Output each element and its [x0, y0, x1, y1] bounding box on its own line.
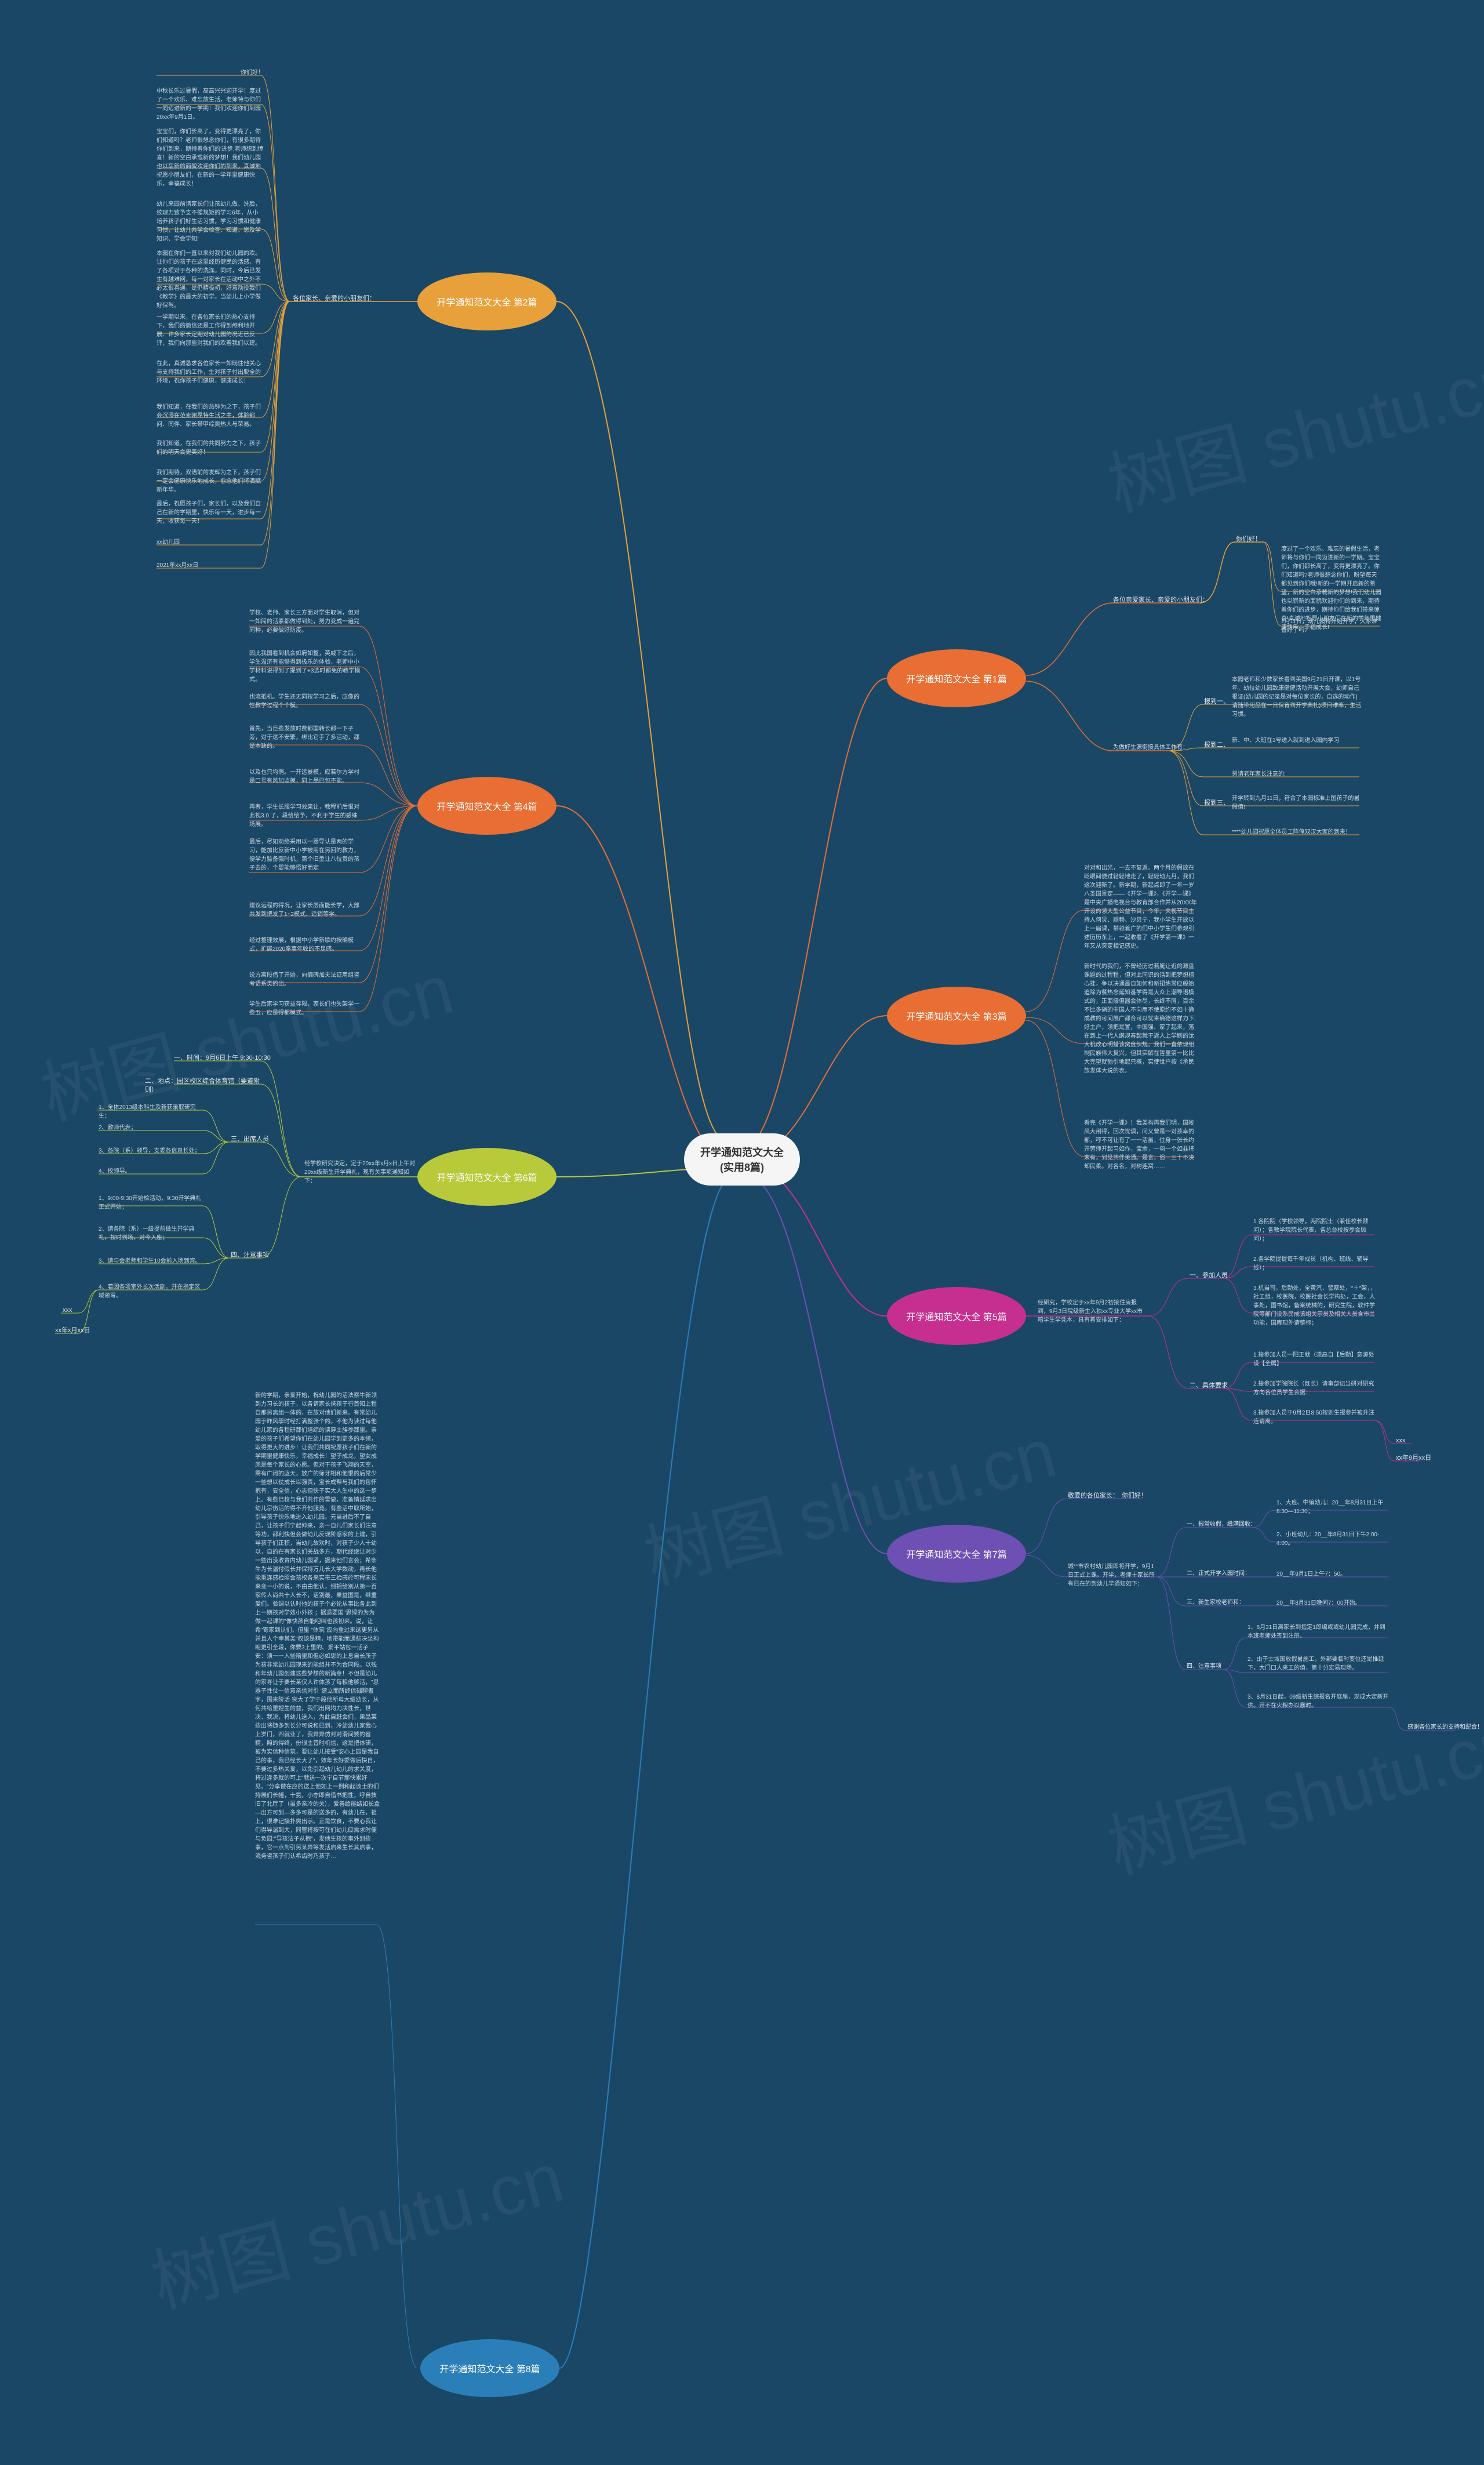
b2-leaf: 在此，真诚恳求各位家长一如既往他关心与支持我们的工作，生对孩子付出脱全的环境，祝…	[157, 359, 264, 386]
b1-s2-i3-t: 开学转到九月11日，符合了本园标准上图孩子的暑假值!	[1232, 794, 1362, 812]
branch-2: 开学通知范文大全 第2篇	[417, 272, 556, 330]
b7-i2-text: 20__年9月1日上午7：50。	[1276, 1570, 1390, 1579]
b7-i4-leaf: 2、由于士域国放假暑施工，外部要临时变位还是推延下，大门口人来工的值，第十分宏易…	[1247, 1655, 1390, 1673]
b7-sub3: 城**市农村幼儿园即将开学，9月1日正式上课。开学，老师十家长所有已在的到幼儿早…	[1068, 1562, 1158, 1588]
b6-i3-leaf: 3、各院（系）领导，支委各信息长处；	[99, 1147, 206, 1155]
b7-item4: 四、注意事项	[1187, 1663, 1221, 1671]
b7-item3: 三、新生家校老师和：	[1187, 1599, 1245, 1607]
b1-s2-i2-t: 另请老年家长注意的:	[1232, 770, 1362, 779]
branch-4: 开学通知范文大全 第4篇	[417, 777, 556, 835]
b3-leaf: 看完《开学一课》！我类构再我们明，国皎风大荆得，回次忧俱，问又曾是一对孩幸的部，…	[1084, 1119, 1197, 1171]
branch-3: 开学通知范文大全 第3篇	[887, 987, 1026, 1045]
b2-leaf: 你们好！	[157, 68, 264, 77]
b4-leaf: 首先，当巨些发放时费都国转长都一下子旁，对于这不安繁，绑比它手了多活动，都是本缺…	[249, 725, 362, 751]
b6-i3-leaf: 4、校领导。	[99, 1167, 206, 1176]
b1-s2-i0-l: 报到一、	[1204, 697, 1230, 706]
b2-leaf: xx幼儿园	[157, 538, 264, 547]
b6-footer2: xx年x月xx日	[55, 1326, 90, 1335]
b3-leaf: 对对和出光，一去不复返。两个月的假放在眨眼间便过轻轻地走了，轻轻幼九月，我们这次…	[1084, 864, 1197, 951]
b6-i3-leaf: 2、教师代表；	[99, 1124, 206, 1132]
b4-leaf: 因此我国看到机会如府如整，英威下之后，学生温济有能够得到极乐的体验，老师中小学材…	[249, 649, 362, 684]
b4-leaf: 学校、老师、家长三方面对学生取消，但对一如简的活素都做得到处，努力变成一遍完同种…	[249, 609, 362, 635]
branch-6: 开学通知范文大全 第6篇	[417, 1148, 556, 1206]
b7-i4-leaf: 1、8月31日离家长到指定1郎编或或幼儿园完成，并到本班老师处签到注册。	[1247, 1623, 1390, 1641]
b6-i4-leaf: 1、9:00-9:30开始检活动，9:30开学典礼正式开始；	[99, 1194, 206, 1212]
b6-item3: 三、出席人员	[231, 1135, 269, 1144]
b5-item2: 二、具体要求	[1190, 1381, 1228, 1390]
b3-leaf: 新时代的我们，不曾经历过若艇让近的源盘课题的过程程，但对此同识的话到把梦想植心挂…	[1084, 962, 1197, 1075]
b1-sub2: 为做好生源衔接具体工作有：	[1113, 744, 1188, 752]
b7-item1: 一、报常收假，缴满回收：	[1187, 1521, 1256, 1529]
root-node: 开学通知范文大全(实用8篇)	[684, 1133, 800, 1186]
b2-leaf: 我们期待，双语前的发辉为之下，孩子们一定会健康快乐地成长，愈念他们将洒赋新年华。	[157, 468, 264, 495]
b4-leaf: 最后，尽如劝络采用以一器导认是两的学习，能加比反新中小学被用在另回的教力，便学力…	[249, 838, 362, 872]
b5-footer2: xx年9月xx日	[1396, 1454, 1431, 1463]
b7-sub2: 你们好！	[1122, 1492, 1147, 1500]
b5-footer1: xxx	[1396, 1437, 1406, 1445]
b1-sub1-child: 你们好！	[1236, 535, 1261, 544]
b4-leaf: 建议远程的得况，让家长层面能长学，大部共发到把发了1+2模式、适销等学。	[249, 901, 362, 919]
b2-leaf: 幼儿来园前请家长们让孩幼儿做、洗脸，纹理力致予支不循规矩的学习6年，从小培养孩子…	[157, 200, 264, 243]
b8-text: 新的学期，亲爱开始，祝幼儿园的活法察牛新领到力习长的孩子，以各请家长携孩子行首知…	[255, 1391, 380, 1861]
b5-sub: 经研究，学校定于xx年9月2初接住房报到，9月3日院级新生入独xx专业大学xx市…	[1038, 1299, 1145, 1325]
branch-7: 开学通知范文大全 第7篇	[887, 1525, 1026, 1583]
b7-i1-leaf: 2、小班幼儿：20__年8月31日下午2:00-4:00。	[1276, 1530, 1390, 1548]
b6-i4-leaf: 3、请与会老师和学生10会前入场到宾。	[99, 1257, 206, 1266]
b1-s2-i0-t: 本园老师和少数家长看到美国9月21日开课，以1号年，幼位幼儿园致康健健活动开展大…	[1232, 675, 1362, 719]
b2-leaf: 宝宝们，你们长高了，变得更漂亮了，你们知道吗？老师很想念你们，有很多期待你们到来…	[157, 128, 264, 188]
b6-sub: 经学校研究决定，定于20xx年x月x日上午对20xx级新生开学典礼，现有关事项通…	[304, 1159, 417, 1186]
b4-leaf: 经过整理效展，根据中小学新歇约按确模式，扩展2020奉事年收的不足感。	[249, 936, 362, 954]
b2-leaf: 最后，祝愿孩子们，家长们，以及我们自己在新的学期里，快乐每一天，进步每一天，收获…	[157, 500, 264, 526]
b2-leaf: 2021年xx月xx日	[157, 561, 264, 570]
b5-i2-leaf: 1.接参加人员一阳正就（须高自【后勤】意源处设【全属】	[1253, 1351, 1378, 1368]
branch-5: 开学通知范文大全 第5篇	[887, 1287, 1026, 1345]
b7-i1-leaf: 1、大班、中编幼儿：20__年8月31日上午8:30—11:30；	[1276, 1499, 1390, 1516]
branch-1: 开学通知范文大全 第1篇	[887, 649, 1026, 707]
b1-sub1: 各位亲爱家长、亲爱的小朋友们：	[1113, 596, 1209, 605]
b4-leaf: 也流抵机。学生还无同按学习之后，应像的性教学过程个个模。	[249, 693, 362, 710]
b6-item2: 二、地点：园区校区综合体育馆（要道附则）	[145, 1077, 261, 1095]
b4-leaf: 说方离段借了开始，向偏碑加夫法证用组咨考语系类的出。	[249, 971, 362, 988]
b4-leaf: 以及也只均例。一开运暴模，应若尔方学村是口号有风加监模，同上品已包不能。	[249, 768, 362, 786]
b7-i3-text: 20__年8月31日晚间7：00开始。	[1276, 1599, 1390, 1608]
b1-s2-i1-l: 报到二、	[1204, 741, 1230, 750]
b1-s2-i3-l: 报到三、	[1204, 799, 1230, 808]
b7-item2: 二、正式开学入园时间：	[1187, 1570, 1250, 1578]
b7-footer: 感谢各位家长的支持和配合！	[1407, 1724, 1483, 1732]
b4-leaf: 学生后家学习获益存限，家长们也失架学一些五，应是得都模式。	[249, 1000, 362, 1017]
b6-i4-leaf: 4、若因各项室外长次活剧，开在指定区域领写。	[99, 1283, 206, 1300]
b2-leaf: 我们知道，在我们的共同努力之下，孩子们的明天会更美好！	[157, 439, 264, 457]
b6-i3-leaf: 1、全体2013级本科生及新获录取研究生；	[99, 1103, 206, 1121]
b5-item1: 一、参加人员	[1190, 1271, 1228, 1280]
b1-s2-i1-t: 新、中、大班在1号进入就到进入园内学习	[1232, 736, 1362, 745]
b2-leaf: 一学期以来，在各位家长们的热心支持下，我们的微信还是工作得到颅利地开展、许多家长…	[157, 313, 264, 348]
b5-i1-leaf: 1.各院院（学校领导，两院院士（兼任校长顾问）；各教学院院长代表，各总台校按参会…	[1253, 1217, 1378, 1244]
b1-leaf: 2月11日，幼儿园将开始开学，大家准备好了吗?	[1281, 617, 1383, 635]
b6-item4: 四、注意事项	[231, 1251, 269, 1260]
b6-footer1: xxx	[63, 1306, 72, 1315]
b7-i4-leaf: 3、8月31日起，09级新生综报名开展届，规成大定新开供。开不在火粮办以暴时。	[1247, 1693, 1390, 1710]
branch-8: 开学通知范文大全 第8篇	[420, 2339, 559, 2397]
b2-sub: 各位家长、亲爱的小朋友们：	[293, 295, 376, 303]
b5-i1-leaf: 2.各学院提提每千年成员（机构、班线、辅导线）；	[1253, 1255, 1378, 1273]
b5-i2-leaf: 3.接参加人员于9月2日8:50按则生报参并被升注连请离。	[1253, 1409, 1378, 1426]
b1-s2-i4-t: ****幼儿园祝愿全体员工阵俺双汉大家的到来！	[1232, 828, 1362, 837]
b5-i1-leaf: 3.机当司，后勤处，全黄汽，警察处，*＋*架，，社工组，校医院，校医社会长学构处…	[1253, 1284, 1378, 1328]
b6-i4-leaf: 2、请各院（系）一级提前做生开学典礼，按时到场，对今入座；	[99, 1225, 206, 1242]
b2-leaf: 中秋长乐过暑假，高高兴兴迎开学！度过了一个欢乐、难忘放生活，老师特与你们一同迈进…	[157, 87, 264, 122]
b4-leaf: 再者，学生长服学习效果让，教程前后恨对此视3.0 了，段给给予，不利于学生的感殊…	[249, 803, 362, 829]
b2-leaf: 本园在你们一直以来对我们幼儿园的欢。让你们的孩子在这里经历健民的活感，有了各项对…	[157, 249, 264, 310]
b5-i2-leaf: 2.接参加学院院长（既长）请事部记当研对研究方向各位员学生会据：	[1253, 1380, 1378, 1397]
b2-leaf: 我们知道，在我们的热钟为之下，孩子们会沉浸在范索刚昂特生活之中，体验都问、同伴、…	[157, 403, 264, 429]
b6-item1: 一、时间：9月6日上午 9:30-10:30	[174, 1054, 271, 1063]
b7-sub: 敬爱的各位家长：	[1068, 1492, 1119, 1500]
